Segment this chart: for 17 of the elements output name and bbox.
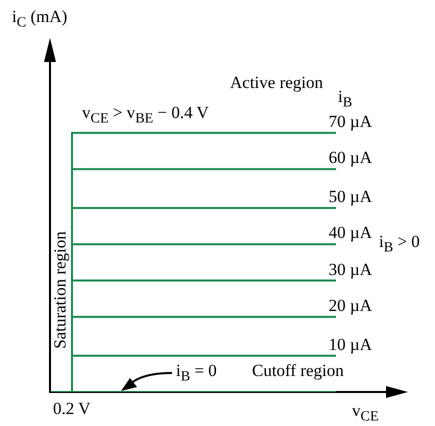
text: v$_{CE}$ > v$_{BE}$ − 0.4 V: [82, 103, 209, 126]
x-axis-title: v$_{CE}$: [352, 401, 379, 424]
text: i$_{B}$ > 0: [379, 232, 420, 256]
text: 0.2 V: [53, 399, 90, 418]
series-label: 60 µA: [328, 148, 372, 168]
series-label: 40 µA: [328, 223, 372, 242]
series-label: 30 µA: [328, 260, 372, 279]
annotation: Cutoff region: [252, 361, 344, 380]
series-label: 50 µA: [328, 186, 372, 206]
legend-title: i$_{B}$: [338, 87, 352, 110]
text: Active region: [230, 73, 323, 92]
series-label: 10 µA: [328, 334, 372, 354]
series-label: 20 µA: [328, 296, 372, 315]
annotation: i$_{B}$ = 0: [176, 361, 217, 384]
annotation: Saturation region: [50, 231, 70, 349]
series-label: 70 µA: [328, 112, 372, 131]
text: i$_{C}$ (mA): [12, 7, 68, 30]
